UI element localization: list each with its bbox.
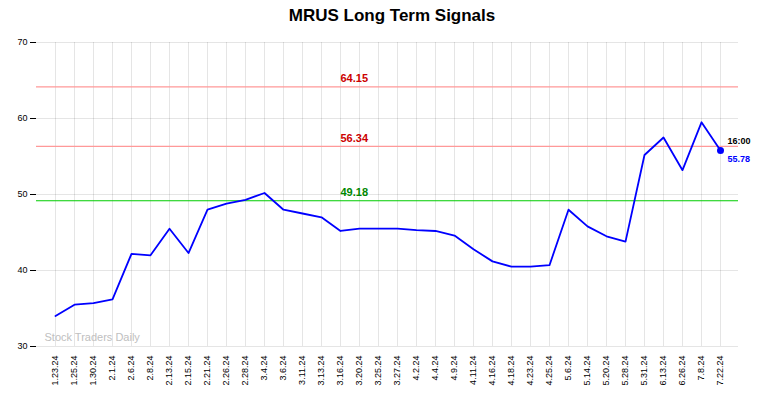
svg-text:4.9.24: 4.9.24 [449,356,459,381]
svg-text:4.16.24: 4.16.24 [487,356,497,386]
svg-text:56.34: 56.34 [341,132,369,144]
svg-text:3.25.24: 3.25.24 [373,356,383,386]
html-text:MRUS Long Term Signals: MRUS Long Term Signals [288,6,496,25]
svg-text:40: 40 [17,265,27,275]
svg-text:4.2.24: 4.2.24 [411,356,421,381]
svg-text:49.18: 49.18 [341,186,369,198]
svg-text:30: 30 [17,341,27,351]
svg-text:5.31.24: 5.31.24 [639,356,649,386]
svg-text:7.8.24: 7.8.24 [696,356,706,381]
svg-text:16:00: 16:00 [728,136,751,146]
svg-text:2.1.24: 2.1.24 [107,356,117,381]
svg-text:2.28.24: 2.28.24 [240,356,250,386]
svg-text:4.23.24: 4.23.24 [525,356,535,386]
svg-text:4.18.24: 4.18.24 [506,356,516,386]
svg-text:6.13.24: 6.13.24 [658,356,668,386]
svg-text:2.13.24: 2.13.24 [164,356,174,386]
svg-text:1.23.24: 1.23.24 [50,356,60,386]
svg-text:3.16.24: 3.16.24 [335,356,345,386]
svg-text:3.4.24: 3.4.24 [259,356,269,381]
svg-text:4.4.24: 4.4.24 [430,356,440,381]
svg-text:3.27.24: 3.27.24 [392,356,402,386]
svg-text:5.14.24: 5.14.24 [582,356,592,386]
svg-text:1.30.24: 1.30.24 [88,356,98,386]
svg-text:1.25.24: 1.25.24 [69,356,79,386]
svg-text:2.15.24: 2.15.24 [183,356,193,386]
svg-text:3.11.24: 3.11.24 [297,356,307,385]
svg-text:3.6.24: 3.6.24 [278,356,288,381]
svg-text:2.21.24: 2.21.24 [202,356,212,386]
svg-text:50: 50 [17,189,27,199]
svg-text:6.26.24: 6.26.24 [677,356,687,386]
svg-text:2.26.24: 2.26.24 [221,356,231,386]
svg-text:2.6.24: 2.6.24 [126,356,136,381]
svg-text:64.15: 64.15 [341,72,369,84]
svg-text:5.20.24: 5.20.24 [601,356,611,386]
svg-text:70: 70 [17,37,27,47]
svg-text:60: 60 [17,113,27,123]
svg-text:Stock Traders Daily: Stock Traders Daily [45,331,141,343]
svg-text:4.25.24: 4.25.24 [544,356,554,386]
svg-text:2.8.24: 2.8.24 [145,356,155,381]
svg-text:55.78: 55.78 [728,154,751,164]
svg-text:3.20.24: 3.20.24 [354,356,364,386]
svg-text:5.6.24: 5.6.24 [563,356,573,381]
svg-text:4.11.24: 4.11.24 [468,356,478,385]
svg-text:5.28.24: 5.28.24 [620,356,630,386]
svg-text:7.22.24: 7.22.24 [715,356,725,386]
svg-text:3.13.24: 3.13.24 [316,356,326,386]
